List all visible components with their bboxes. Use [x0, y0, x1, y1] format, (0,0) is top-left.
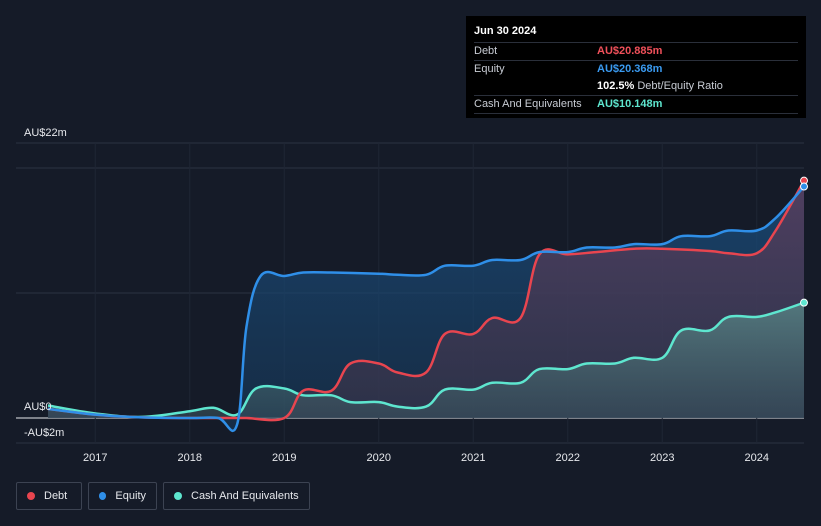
legend: Debt Equity Cash And Equivalents: [16, 482, 310, 510]
x-tick-label: 2022: [556, 452, 580, 464]
x-tick-label: 2019: [272, 452, 296, 464]
tooltip-label: Equity: [474, 63, 505, 75]
cash-dot-icon: [174, 492, 182, 500]
tooltip-label: Cash And Equivalents: [474, 98, 582, 110]
y-tick-label: AU$0: [24, 401, 52, 413]
x-tick-label: 2020: [367, 452, 391, 464]
tooltip-row-cash: Cash And Equivalents AU$10.148m: [474, 96, 798, 114]
x-tick-label: 2024: [745, 452, 769, 464]
series-lines: [47, 180, 806, 433]
line-equity: [47, 185, 805, 433]
tooltip-sub: Debt/Equity Ratio: [637, 80, 723, 92]
legend-item-cash[interactable]: Cash And Equivalents: [163, 482, 310, 510]
line-debt: [47, 180, 806, 422]
x-axis: 2017 2018 2019 2020 2021 2022 2023 2024: [83, 452, 769, 464]
y-tick-label: AU$22m: [24, 127, 67, 139]
y-axis: AU$22m AU$0 -AU$2m: [24, 127, 67, 439]
tooltip-row-equity: Equity AU$20.368m: [474, 61, 798, 78]
legend-item-equity[interactable]: Equity: [88, 482, 157, 510]
x-tick-label: 2023: [650, 452, 674, 464]
tooltip-value: AU$10.148m: [597, 98, 663, 110]
endpoint-cash-and-equivalents: [800, 298, 808, 307]
hover-tooltip: Jun 30 2024 Debt AU$20.885m Equity AU$20…: [466, 16, 806, 118]
x-tick-label: 2021: [461, 452, 485, 464]
y-tick-label: -AU$2m: [24, 427, 64, 439]
tooltip-row-ratio: 102.5% Debt/Equity Ratio: [474, 78, 798, 96]
tooltip-value: AU$20.368m: [597, 63, 663, 75]
tooltip-value: 102.5%: [597, 80, 635, 92]
equity-dot-icon: [99, 492, 107, 500]
x-tick-label: 2017: [83, 452, 107, 464]
legend-label: Debt: [44, 490, 68, 502]
legend-item-debt[interactable]: Debt: [16, 482, 82, 510]
legend-label: Equity: [115, 490, 146, 502]
series-areas: [48, 180, 804, 431]
tooltip-label: [474, 78, 597, 95]
debt-dot-icon: [27, 492, 35, 500]
tooltip-label: Debt: [474, 45, 498, 57]
x-tick-label: 2018: [178, 452, 202, 464]
tooltip-value: AU$20.885m: [597, 45, 663, 57]
area-cash-and-equivalents: [48, 302, 804, 418]
tooltip-date: Jun 30 2024: [474, 22, 798, 43]
series-endpoints: [800, 176, 808, 307]
line-cash-and-equivalents: [47, 301, 805, 419]
area-debt: [48, 180, 804, 421]
legend-label: Cash And Equivalents: [191, 490, 299, 502]
endpoint-equity: [800, 182, 808, 191]
tooltip-row-debt: Debt AU$20.885m: [474, 43, 798, 61]
